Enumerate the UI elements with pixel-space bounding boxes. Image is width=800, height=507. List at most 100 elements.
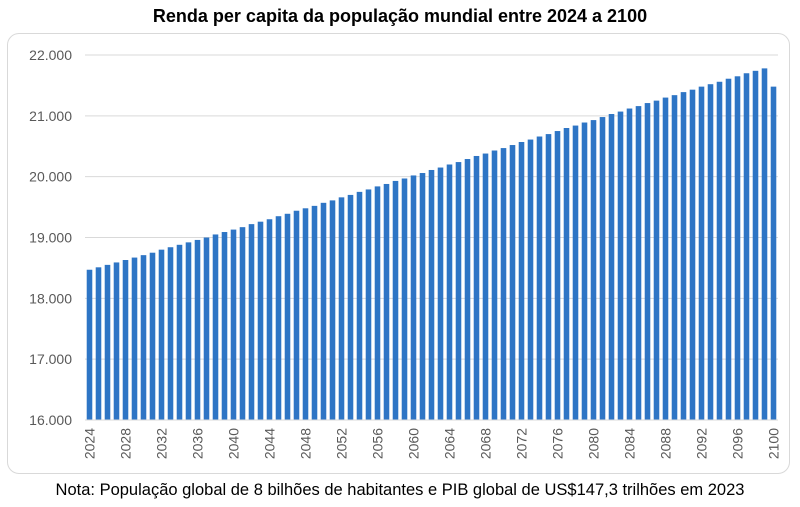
bar: [770, 86, 777, 420]
bar: [707, 84, 714, 420]
x-tick-label: 2044: [262, 428, 278, 459]
bar: [329, 200, 336, 420]
chart-note: Nota: População global de 8 bilhões de h…: [55, 481, 745, 499]
bar-chart: 16.000 17.000 18.000 19.000 20.000 21.000 22.0…: [29, 47, 782, 459]
bar: [293, 210, 300, 420]
chart-title: Renda per capita da população mundial en…: [152, 6, 648, 26]
bar: [464, 159, 471, 420]
bar: [671, 95, 678, 421]
bar: [194, 239, 201, 420]
bar: [140, 255, 147, 420]
bar: [446, 164, 453, 420]
bar: [428, 169, 435, 420]
bar: [176, 244, 183, 420]
bar: [437, 167, 444, 420]
bar: [617, 111, 624, 420]
x-tick-label: 2064: [442, 428, 458, 459]
x-tick-label: 2040: [226, 428, 242, 459]
bar: [563, 128, 570, 420]
x-tick-label: 2056: [370, 428, 386, 459]
bar: [635, 106, 642, 420]
x-tick-label: 2048: [298, 428, 314, 459]
y-tick-label: 19.000: [29, 230, 72, 246]
x-tick-label: 2080: [586, 428, 602, 459]
bar: [302, 208, 309, 420]
bar: [698, 86, 705, 420]
bar: [347, 194, 354, 420]
bar: [455, 162, 462, 421]
bar: [230, 229, 237, 420]
y-tick-label: 21.000: [29, 108, 72, 124]
x-tick-label: 2032: [154, 428, 170, 459]
bar: [545, 134, 552, 420]
bar: [95, 267, 102, 420]
bar: [599, 117, 606, 421]
bar: [203, 237, 210, 420]
bar: [554, 131, 561, 420]
bar: [284, 213, 291, 420]
bar: [248, 224, 255, 420]
x-tick-label: 2076: [550, 428, 566, 459]
x-tick-label: 2052: [334, 428, 350, 459]
bar: [239, 227, 246, 420]
bar: [716, 81, 723, 420]
bar: [356, 191, 363, 420]
x-tick-label: 2028: [118, 428, 134, 459]
bar: [167, 247, 174, 420]
bar: [401, 178, 408, 420]
bar: [725, 78, 732, 420]
bar: [149, 252, 156, 420]
bar: [113, 262, 120, 420]
bar: [365, 189, 372, 420]
x-tick-label: 2096: [730, 428, 746, 459]
x-tick-label: 2036: [190, 428, 206, 459]
y-tick-label: 22.000: [29, 47, 72, 63]
bar: [509, 145, 516, 420]
bar: [752, 70, 759, 421]
bar: [419, 173, 426, 420]
y-tick-label: 17.000: [29, 351, 72, 367]
bar: [257, 221, 264, 420]
bar: [761, 68, 768, 420]
bar: [608, 114, 615, 420]
bar: [104, 264, 111, 420]
bar: [473, 155, 480, 420]
bar: [680, 92, 687, 420]
bar: [491, 150, 498, 420]
bar: [392, 180, 399, 420]
bar: [500, 148, 507, 420]
x-tick-label: 2088: [658, 428, 674, 459]
bar: [734, 76, 741, 420]
bar: [590, 120, 597, 420]
bar: [581, 122, 588, 421]
y-tick-label: 20.000: [29, 169, 72, 185]
bar: [743, 73, 750, 420]
bar: [86, 269, 93, 420]
x-tick-label: 2060: [406, 428, 422, 459]
bar: [689, 89, 696, 421]
bar: [536, 136, 543, 420]
bar: [212, 234, 219, 420]
y-tick-label: 16.000: [29, 412, 72, 428]
bar: [644, 103, 651, 420]
x-tick-label: 2084: [622, 428, 638, 459]
bar: [131, 257, 138, 420]
bar: [572, 125, 579, 421]
bar: [518, 141, 525, 420]
bar: [185, 242, 192, 420]
x-tick-label: 2024: [82, 428, 98, 459]
x-tick-label: 2100: [766, 428, 782, 459]
bar: [626, 108, 633, 421]
bar: [527, 139, 534, 420]
bar: [320, 202, 327, 420]
bar: [122, 260, 129, 420]
bar: [653, 100, 660, 420]
bar: [662, 97, 669, 421]
x-tick-label: 2072: [514, 428, 530, 459]
bar: [374, 186, 381, 420]
bar: [266, 219, 273, 420]
bar: [482, 153, 489, 421]
chart-area: 16.000 17.000 18.000 19.000 20.000 21.000 22.0…: [7, 33, 790, 474]
x-tick-label: 2068: [478, 428, 494, 459]
bar: [275, 216, 282, 420]
